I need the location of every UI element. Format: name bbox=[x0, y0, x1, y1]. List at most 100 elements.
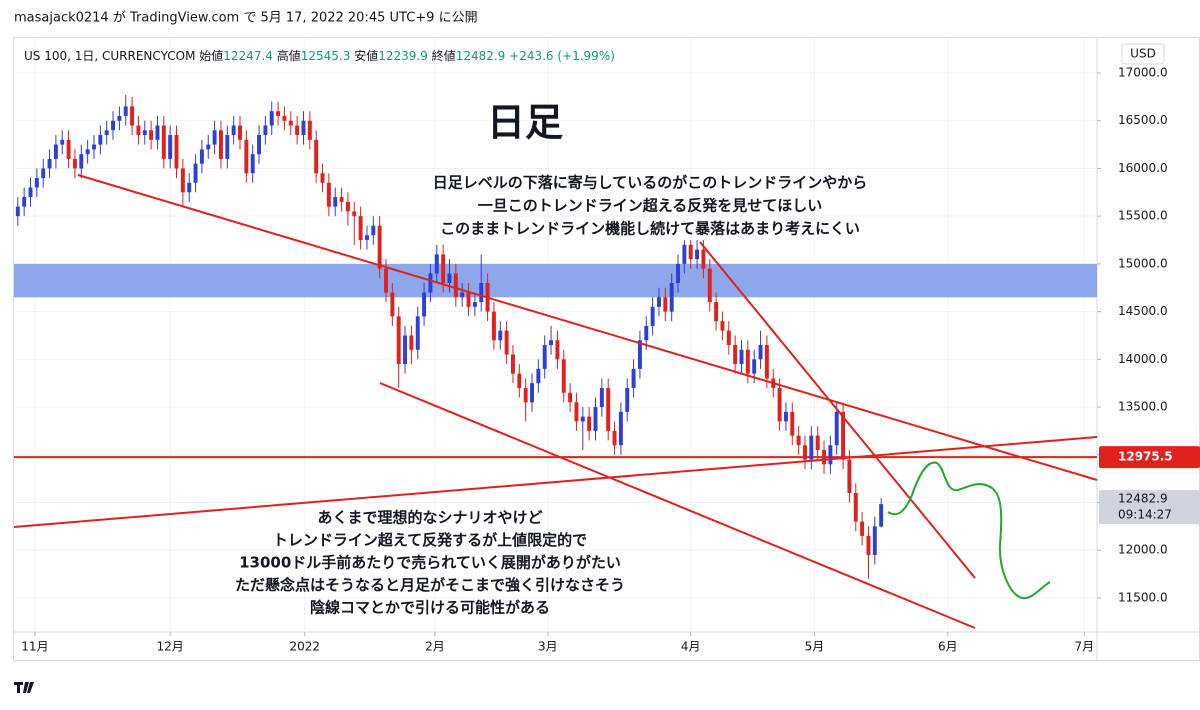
ohlc-value: 12482.9 bbox=[456, 49, 506, 63]
candle-body bbox=[307, 120, 312, 140]
annotation-line: 陰線コマとかで引ける可能性がある bbox=[310, 599, 550, 617]
x-tick-label: 6月 bbox=[938, 640, 958, 654]
price-zone bbox=[14, 263, 1097, 298]
candle-body bbox=[555, 340, 560, 360]
candle-body bbox=[866, 535, 871, 555]
candle-body bbox=[41, 168, 46, 179]
candle-body bbox=[441, 254, 446, 283]
candle-body bbox=[104, 130, 109, 136]
candle-body bbox=[66, 139, 71, 159]
candle-body bbox=[631, 368, 636, 388]
candle-body bbox=[339, 197, 344, 202]
candle-body bbox=[142, 130, 147, 136]
candle-body bbox=[352, 211, 357, 217]
x-tick-label: 11月 bbox=[21, 640, 48, 654]
candle-body bbox=[92, 144, 96, 150]
candle-body bbox=[758, 345, 763, 360]
annotation-line: あくまで理想的なシナリオやけど bbox=[317, 509, 542, 527]
candle-body bbox=[434, 254, 439, 274]
scenario-sketch bbox=[887, 461, 1051, 600]
hline-price-label: 12975.5 bbox=[1118, 450, 1173, 464]
candle-body bbox=[701, 249, 706, 269]
candle-body bbox=[244, 139, 249, 174]
candle-body bbox=[53, 144, 58, 159]
candle-body bbox=[669, 282, 674, 312]
currency-box bbox=[1121, 43, 1165, 65]
candle-body bbox=[542, 345, 547, 369]
y-tick-label: 14500.0 bbox=[1118, 304, 1168, 318]
candle-body bbox=[155, 125, 160, 140]
candle-body bbox=[364, 235, 369, 241]
candle-body bbox=[250, 154, 255, 174]
ohlc-value: 12545.3 bbox=[301, 49, 351, 63]
candle-body bbox=[333, 197, 338, 207]
candle-body bbox=[803, 445, 807, 460]
chart-title: 日足 bbox=[487, 101, 563, 145]
x-tick-label: 3月 bbox=[538, 640, 558, 654]
candle-body bbox=[618, 411, 623, 446]
zone-layer bbox=[14, 263, 1097, 459]
candle-body bbox=[695, 249, 700, 260]
y-tick-label: 15500.0 bbox=[1118, 209, 1168, 223]
candle-body bbox=[390, 292, 395, 317]
candle-body bbox=[85, 149, 90, 155]
candle-body bbox=[491, 311, 496, 341]
candle-body bbox=[815, 435, 820, 451]
candle-body bbox=[644, 325, 649, 341]
candle-body bbox=[34, 178, 39, 188]
symbol-legend: US 100, 1日, CURRENCYCOM 始値12247.4 高値1254… bbox=[24, 48, 615, 63]
trendline bbox=[699, 241, 976, 579]
hline-price-box bbox=[1099, 446, 1200, 469]
candle-body bbox=[580, 416, 585, 422]
candle-body bbox=[453, 273, 458, 298]
candle-body bbox=[206, 144, 211, 150]
candle-body bbox=[510, 354, 515, 374]
candle-body bbox=[834, 411, 839, 446]
candle-body bbox=[276, 111, 281, 116]
candle-body bbox=[796, 435, 801, 446]
candle-body bbox=[739, 349, 744, 365]
candle-body bbox=[777, 387, 782, 422]
candle-body bbox=[180, 168, 185, 193]
candle-body bbox=[752, 359, 757, 374]
annotation-line: このままトレンドライン機能し続けて暴落はあまり考えにくい bbox=[440, 220, 860, 238]
last-price-label: 12482.9 bbox=[1118, 492, 1168, 506]
y-tick-label: 11500.0 bbox=[1118, 590, 1168, 604]
candle-body bbox=[587, 416, 592, 431]
candle-body bbox=[263, 125, 268, 136]
candle-body bbox=[123, 106, 128, 116]
x-tick-label: 2月 bbox=[425, 640, 445, 654]
y-tick-label: 15000.0 bbox=[1118, 256, 1168, 270]
candle-body bbox=[422, 292, 427, 317]
candle-body bbox=[117, 115, 122, 121]
candle-body bbox=[187, 182, 192, 193]
candle-body bbox=[606, 387, 611, 431]
candle-body bbox=[174, 135, 179, 169]
candle-body bbox=[879, 504, 884, 527]
y-tick-label: 16500.0 bbox=[1118, 113, 1168, 127]
candle-body bbox=[612, 430, 617, 446]
trendline bbox=[77, 174, 1098, 481]
candle-body bbox=[218, 130, 223, 159]
candle-body bbox=[707, 268, 712, 303]
trendline bbox=[379, 382, 976, 629]
price-axis: 11500.012000.012500.013000.013500.014000… bbox=[1097, 66, 1200, 604]
candle-body bbox=[231, 125, 236, 136]
candle-body bbox=[403, 335, 408, 365]
candle-body bbox=[650, 306, 655, 326]
candle-body bbox=[828, 445, 833, 465]
candle-body bbox=[688, 244, 693, 260]
ohlc-label: 終値 bbox=[432, 48, 456, 63]
candle-body bbox=[60, 139, 65, 145]
y-tick-label: 17000.0 bbox=[1118, 66, 1168, 80]
candle-body bbox=[549, 340, 554, 346]
y-tick-label: 12000.0 bbox=[1118, 543, 1168, 557]
x-tick-label: 12月 bbox=[157, 640, 184, 654]
candle-body bbox=[447, 273, 452, 283]
candle-body bbox=[288, 120, 293, 126]
candle-body bbox=[371, 225, 376, 236]
candle-body bbox=[872, 526, 877, 555]
candle-body bbox=[225, 135, 230, 159]
publish-info: masajack0214 が TradingView.com で 5月 17, … bbox=[14, 11, 478, 26]
